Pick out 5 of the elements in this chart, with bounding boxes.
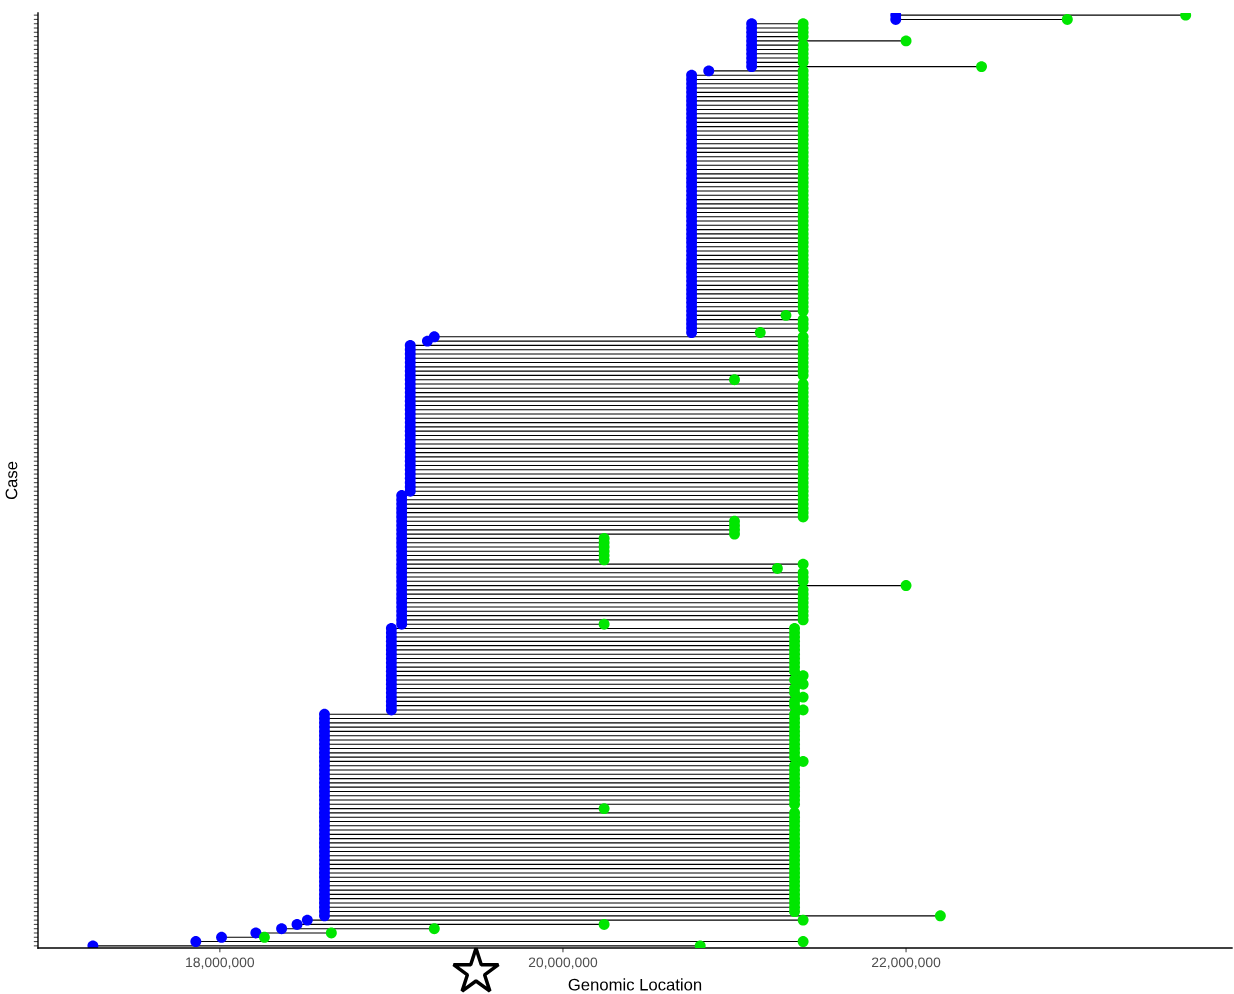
x-tick-label: 18,000,000	[186, 957, 255, 969]
x-tick-label: 22,000,000	[872, 957, 941, 969]
y-axis-title: Case	[5, 461, 18, 500]
x-axis-title: Genomic Location	[568, 978, 702, 991]
x-tick-label: 20,000,000	[528, 957, 598, 969]
